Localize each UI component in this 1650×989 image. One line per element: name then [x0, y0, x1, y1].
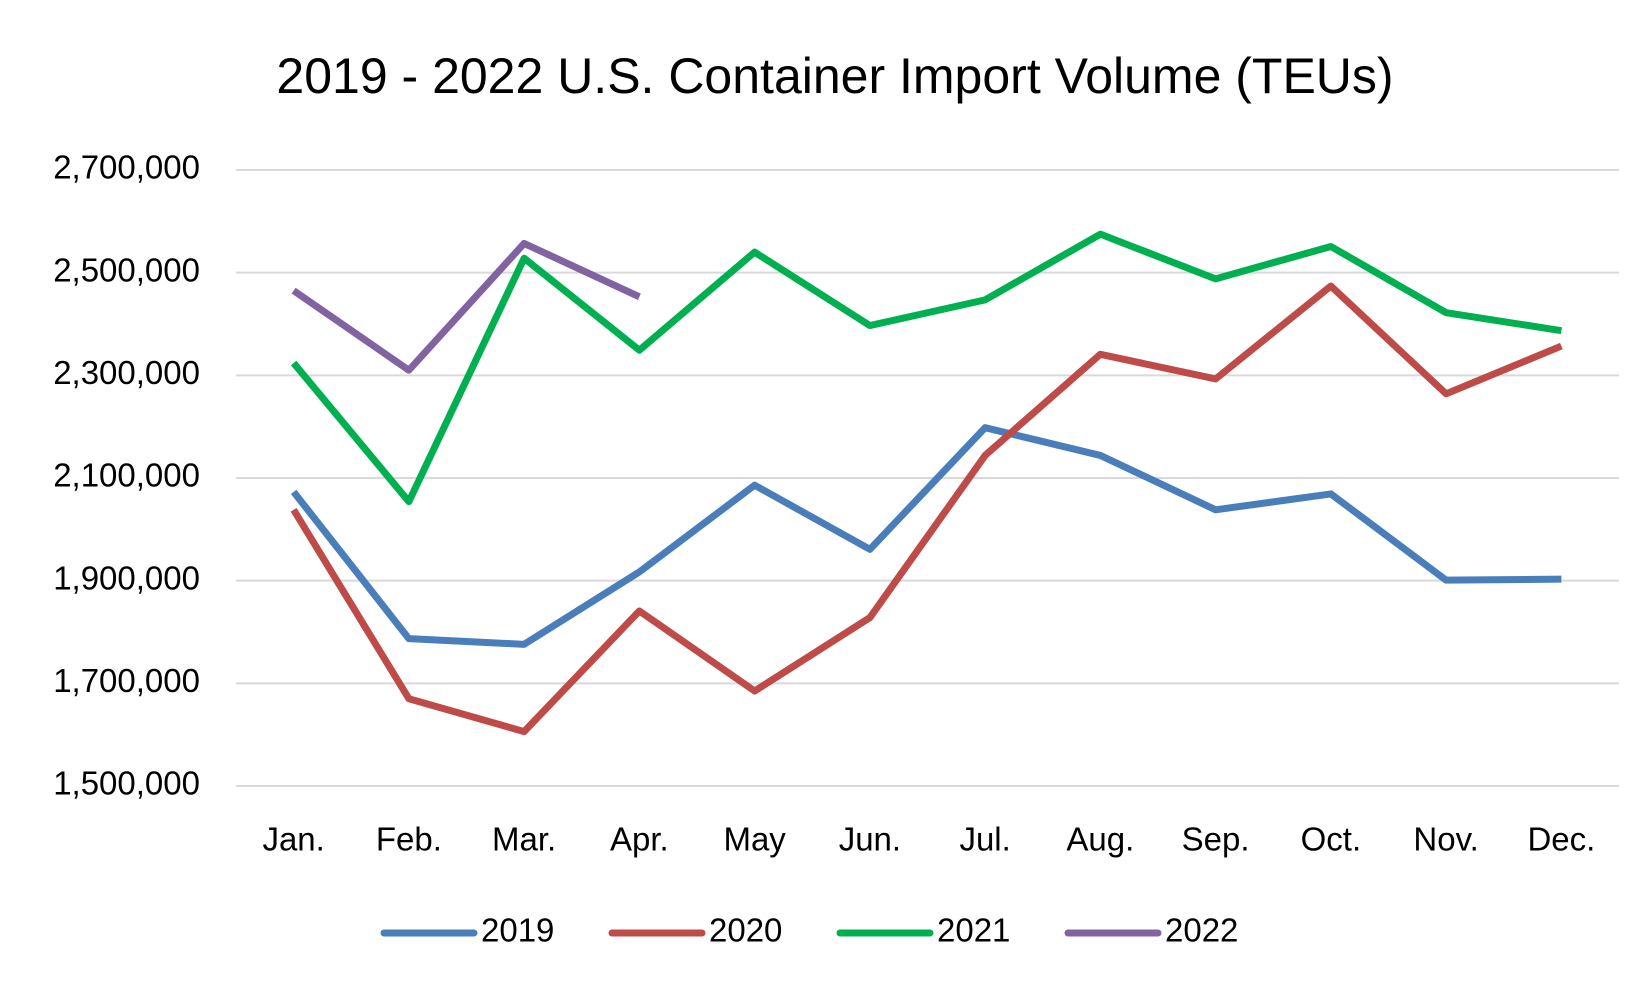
y-tick-label: 1,900,000 [53, 559, 200, 596]
line-series [290, 424, 1562, 648]
y-tick-label: 2,100,000 [53, 457, 200, 494]
y-tick-label: 2,500,000 [53, 251, 200, 288]
legend-label: 2019 [481, 912, 554, 949]
x-tick-label: Feb. [376, 821, 442, 858]
line-series [290, 282, 1563, 736]
legend-label: 2022 [1165, 912, 1238, 949]
x-tick-label: Jan. [262, 821, 324, 858]
x-tick-label: Mar. [492, 821, 556, 858]
y-tick-label: 2,700,000 [53, 149, 200, 186]
x-tick-label: Nov. [1413, 821, 1478, 858]
x-tick-label: Apr. [610, 821, 669, 858]
x-tick-label: Sep. [1182, 821, 1250, 858]
legend-label: 2021 [937, 912, 1010, 949]
x-tick-label: Oct. [1301, 821, 1362, 858]
x-tick-label: Dec. [1527, 821, 1595, 858]
x-tick-label: Jul. [959, 821, 1010, 858]
line-series [291, 239, 641, 374]
y-tick-label: 2,300,000 [53, 354, 200, 391]
chart-title: 2019 - 2022 U.S. Container Import Volume… [276, 48, 1393, 104]
x-tick-label: Jun. [839, 821, 901, 858]
x-tick-label: Aug. [1066, 821, 1134, 858]
x-tick-label: May [723, 821, 786, 858]
legend-label: 2020 [709, 912, 782, 949]
line-series [290, 230, 1562, 506]
y-tick-label: 1,700,000 [53, 662, 200, 699]
y-tick-label: 1,500,000 [53, 765, 200, 802]
